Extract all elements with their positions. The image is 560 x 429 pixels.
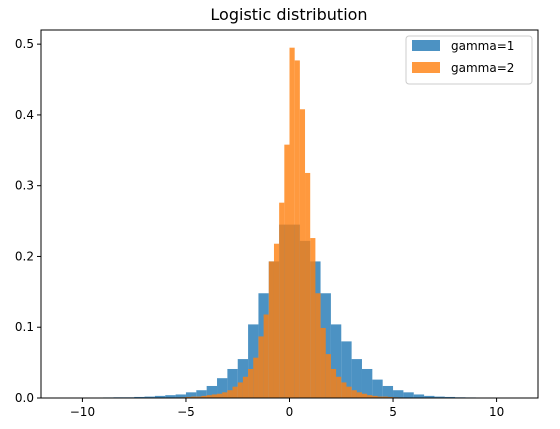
bar-series-2-bin-25 [305,172,311,398]
plot-frame [40,29,539,399]
legend: gamma=1 gamma=2 [405,35,533,85]
bar-series-2-bin-40 [382,396,388,398]
bar-series-2-bin-3 [191,396,197,398]
bar-series-2-bin-41 [387,396,394,398]
bar-series-2-bin-8 [217,393,223,398]
bar-series-2-bin-21 [284,144,290,398]
bar-series-2-bin-23 [294,60,300,399]
bar-series-1-bin-31 [382,385,394,398]
bar-series-2-bin-24 [299,109,306,398]
bar-series-1-bin-32 [393,390,404,398]
bar-series-2-bin-38 [372,395,378,398]
bar-series-2-bin-17 [263,314,269,398]
bar-series-2-bin-20 [279,202,285,398]
series-2 [175,47,404,399]
bar-series-1-bin-15 [217,378,228,398]
bar-series-2-bin-11 [232,386,238,398]
bar-series-2-bin-34 [351,390,357,398]
bar-series-2-bin-35 [356,392,362,398]
bar-series-2-bin-2 [185,396,192,398]
bar-series-1-bin-30 [372,379,383,398]
bar-series-1-bin-28 [351,359,362,398]
bar-series-1-bin-37 [444,396,456,398]
series-layer [61,47,518,399]
bar-series-1-bin-13 [196,390,207,398]
bar-series-2-bin-6 [206,395,212,398]
y-tick-label-3: 0.3 [15,179,34,193]
bar-series-2-bin-9 [222,392,228,398]
legend-swatch-gamma-2 [412,62,440,73]
bar-series-2-bin-29 [325,354,331,398]
y-tick-label-2: 0.2 [15,249,34,263]
bar-series-1-bin-26 [330,324,342,398]
bar-series-2-bin-33 [346,386,352,398]
bar-series-2-bin-36 [361,393,368,398]
x-tick-label-0: −10 [70,405,95,419]
chart-title: Logistic distribution [210,5,367,24]
bar-series-2-bin-4 [196,396,202,398]
bar-series-1-bin-36 [434,396,445,398]
bar-series-1-bin-18 [248,324,259,398]
bar-series-2-bin-30 [330,368,337,398]
bar-series-2-bin-32 [341,382,347,398]
y-tick-label-5: 0.5 [15,37,34,51]
bar-series-2-bin-16 [258,336,264,398]
bar-series-1-bin-7 [134,396,145,398]
y-axis-ticks: 0.0 0.1 0.2 0.3 0.4 0.5 [15,37,41,405]
bar-series-2-bin-5 [201,395,207,398]
bar-series-2-bin-19 [273,243,280,398]
bar-series-1-bin-33 [403,392,414,398]
bar-series-1-bin-9 [154,395,166,398]
x-tick-label-2: 0 [286,405,294,419]
x-tick-label-3: 5 [389,405,397,419]
bar-series-2-bin-10 [227,390,233,398]
bar-series-2-bin-26 [310,238,316,398]
bar-series-1-bin-16 [227,368,238,398]
bar-series-1-bin-27 [341,341,352,398]
bar-series-2-bin-18 [268,261,274,398]
bar-series-2-bin-12 [237,382,243,398]
bar-series-1-bin-35 [424,395,435,398]
bar-series-1-bin-17 [237,359,249,398]
y-tick-label-4: 0.4 [15,108,34,122]
bar-series-1-bin-11 [175,394,186,398]
bar-series-1-bin-12 [185,392,197,398]
bar-series-2-bin-31 [336,376,342,398]
legend-swatch-gamma-1 [412,40,440,51]
legend-label-gamma-2: gamma=2 [451,61,514,75]
bar-series-2-bin-7 [211,394,218,398]
bar-series-2-bin-15 [253,357,259,398]
bar-series-2-bin-13 [242,376,249,398]
bar-series-2-bin-27 [315,293,321,398]
bar-series-2-bin-39 [377,396,383,398]
legend-label-gamma-1: gamma=1 [451,39,514,53]
y-tick-label-0: 0.0 [15,391,34,405]
x-axis-ticks: −10 −5 0 5 10 [70,398,504,419]
bar-series-1-bin-34 [413,394,425,398]
bar-series-2-bin-28 [320,327,326,398]
bar-series-1-bin-14 [206,385,218,398]
bar-series-1-bin-10 [165,395,176,398]
bar-series-1-bin-29 [361,368,373,398]
bar-series-2-bin-22 [289,47,295,398]
x-tick-label-1: −5 [177,405,195,419]
bar-series-2-bin-37 [367,395,373,398]
bar-series-2-bin-14 [248,368,254,398]
y-tick-label-1: 0.1 [15,320,34,334]
bar-series-1-bin-8 [144,396,155,398]
x-tick-label-4: 10 [489,405,504,419]
